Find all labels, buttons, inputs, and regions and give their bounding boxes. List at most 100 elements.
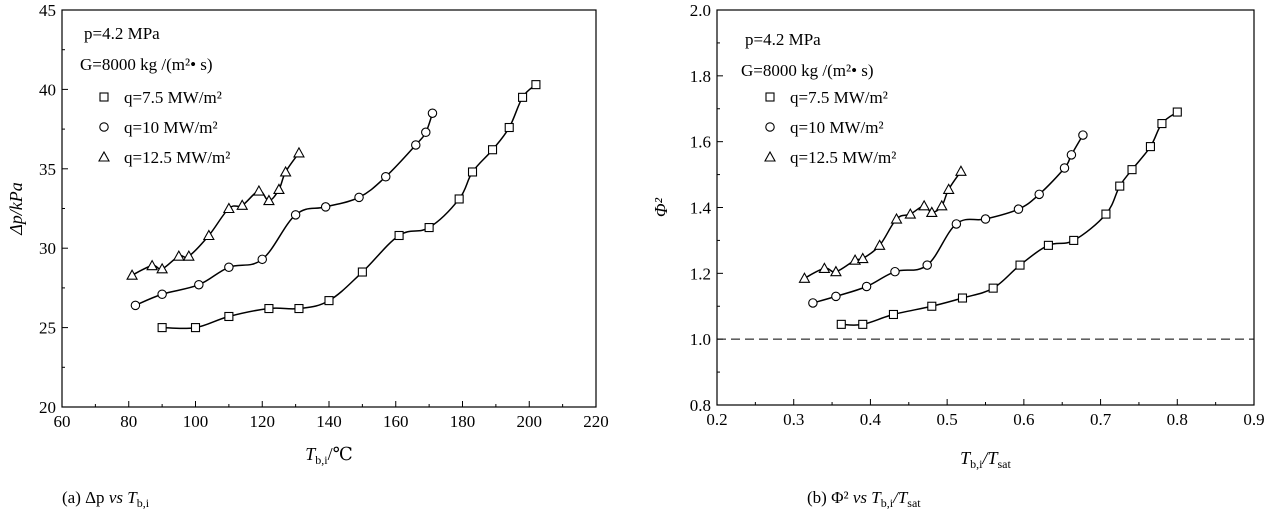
data-point-square: [394, 230, 404, 241]
data-point-triangle: [146, 259, 159, 271]
data-point-square: [487, 145, 498, 155]
y-tick-label: 1.6: [690, 133, 711, 152]
data-point-circle: [130, 300, 141, 311]
series-triangle: [798, 165, 967, 283]
legend-marker-circle: [99, 122, 109, 132]
x-tick-label: 120: [250, 412, 276, 431]
data-point-square: [531, 80, 541, 90]
data-point-circle: [320, 202, 331, 212]
series-line: [162, 84, 537, 330]
y-tick-label: 1.0: [690, 330, 711, 349]
data-point-triangle: [955, 165, 967, 176]
data-point-triangle: [293, 146, 305, 158]
data-point-square: [1101, 209, 1111, 219]
data-point-triangle: [273, 183, 285, 194]
x-tick-label: 140: [316, 412, 342, 431]
x-tick-label: 0.2: [706, 410, 727, 429]
data-point-circle: [194, 279, 204, 290]
series-line: [841, 111, 1178, 326]
data-point-triangle: [904, 207, 917, 219]
data-point-triangle: [252, 184, 265, 196]
series-line: [135, 112, 434, 307]
data-point-square: [467, 167, 478, 177]
data-point-triangle: [126, 269, 139, 280]
data-point-triangle: [156, 262, 169, 274]
data-point-circle: [411, 140, 421, 150]
legend-label: q=10 MW/m²: [124, 118, 218, 137]
mass-flux-note: G=8000 kg /(m²• s): [741, 61, 874, 80]
x-tick-label: 0.9: [1243, 410, 1264, 429]
x-tick-label: 0.4: [860, 410, 882, 429]
panel-caption: (b) Φ² vs Tb,i/Tsat: [807, 488, 921, 510]
series-square: [836, 107, 1182, 329]
data-point-circle: [224, 262, 234, 273]
data-point-circle: [1013, 204, 1024, 214]
data-point-triangle: [873, 239, 886, 250]
x-tick-label: 0.7: [1090, 410, 1112, 429]
x-tick-label: 60: [54, 412, 71, 431]
data-point-square: [224, 311, 234, 322]
data-point-triangle: [818, 262, 831, 273]
data-point-square: [1069, 235, 1079, 245]
data-point-circle: [890, 266, 900, 277]
y-tick-label: 2.0: [690, 1, 711, 20]
data-point-square: [424, 223, 434, 233]
x-tick-label: 0.6: [1013, 410, 1034, 429]
legend-label: q=7.5 MW/m²: [790, 88, 888, 107]
y-tick-label: 1.2: [690, 264, 711, 283]
chart-panel-a: 60 80 100 120 140 160 180 200 220 20 25 30 35 40 45 p=4…: [6, 1, 609, 510]
data-point-circle: [922, 260, 932, 270]
data-point-triangle: [856, 252, 869, 264]
data-point-triangle: [942, 183, 955, 194]
data-point-square: [988, 283, 998, 293]
y-axis-title: Φ²: [651, 197, 671, 217]
y-tick-label: 20: [39, 398, 56, 417]
data-point-square: [1172, 107, 1182, 117]
x-tick-label: 100: [183, 412, 209, 431]
y-tick-label: 35: [39, 160, 56, 179]
data-point-square: [294, 303, 304, 314]
data-point-circle: [421, 127, 431, 138]
series-circle: [808, 130, 1088, 308]
x-tick-label: 220: [583, 412, 609, 431]
data-point-circle: [808, 298, 818, 308]
series-triangle: [126, 146, 305, 280]
data-point-square: [957, 293, 968, 303]
x-tick-label: 0.8: [1167, 410, 1188, 429]
legend-label: q=7.5 MW/m²: [124, 88, 222, 107]
data-point-square: [518, 92, 528, 102]
data-point-circle: [157, 289, 167, 300]
data-point-triangle: [236, 199, 249, 210]
y-tick-label: 45: [39, 1, 56, 20]
data-point-circle: [980, 214, 991, 224]
legend-label: q=10 MW/m²: [790, 118, 884, 137]
data-point-triangle: [829, 265, 842, 277]
data-point-circle: [1078, 130, 1088, 140]
data-point-circle: [380, 171, 391, 182]
data-point-circle: [1059, 163, 1070, 173]
x-tick-label: 200: [517, 412, 543, 431]
data-point-square: [1127, 165, 1137, 175]
series-circle: [130, 108, 438, 311]
data-point-square: [357, 267, 367, 277]
data-point-square: [1115, 181, 1125, 191]
legend-marker-triangle: [764, 150, 776, 162]
data-point-square: [504, 122, 514, 133]
data-point-circle: [427, 108, 438, 118]
data-point-circle: [1066, 150, 1077, 160]
data-point-square: [1157, 119, 1167, 129]
data-point-triangle: [890, 212, 903, 224]
data-point-triangle: [935, 199, 948, 211]
data-point-square: [858, 319, 868, 329]
x-tick-label: 0.3: [783, 410, 804, 429]
data-point-circle: [290, 210, 301, 220]
data-point-square: [836, 319, 846, 329]
pressure-note: p=4.2 MPa: [745, 30, 821, 49]
legend-label: q=12.5 MW/m²: [124, 148, 230, 167]
data-point-triangle: [202, 229, 215, 241]
data-point-square: [888, 309, 898, 320]
x-axis-title: Tb,i/Tsat: [960, 448, 1011, 471]
series-line: [131, 152, 300, 276]
pressure-note: p=4.2 MPa: [84, 24, 160, 43]
